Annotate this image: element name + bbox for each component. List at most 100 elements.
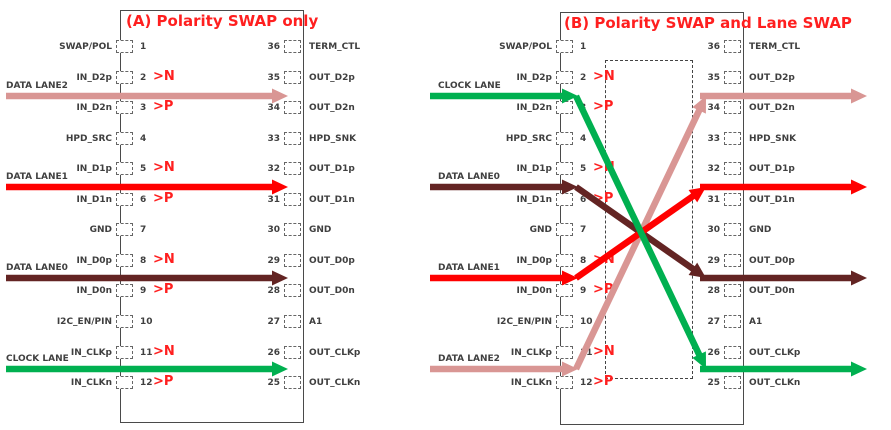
pin-label-OUT_CLKp-a: OUT_CLKp [309, 347, 361, 358]
pin-box-2-b [556, 70, 573, 84]
pin-box-26-a [284, 345, 301, 359]
pin-number-26-b: 26 [707, 347, 720, 358]
pin-number-6-a: 6 [140, 194, 147, 205]
pin-number-4-a: 4 [140, 133, 147, 144]
pin-number-12-b: 12 [580, 378, 593, 389]
pin-box-30-a [284, 223, 301, 237]
pin-box-12-a [116, 376, 133, 390]
pin-box-28-b [724, 284, 741, 298]
pin-label-TERM_CTL-b: TERM_CTL [749, 42, 801, 52]
pin-box-10-b [556, 314, 573, 328]
pin-label-OUT_D2n-a: OUT_D2n [309, 103, 355, 114]
lane-label-data-lane2-b: DATA LANE2 [438, 354, 500, 364]
lane-label-data-lane1-a: DATA LANE1 [6, 172, 68, 182]
chip-outline-a [120, 10, 304, 423]
pin-number-5-a: 5 [140, 164, 147, 175]
pin-box-29-a [284, 253, 301, 267]
pin-number-8-a: 8 [140, 255, 147, 266]
polarity-label-pin9-b: >P [593, 282, 614, 298]
polarity-label-pin6-a: >P [153, 190, 174, 206]
pin-box-5-b [556, 162, 573, 176]
polarity-label-pin8-a: >N [153, 251, 175, 267]
pin-box-27-b [724, 314, 741, 328]
pin-box-11-b [556, 345, 573, 359]
pin-number-7-a: 7 [140, 225, 147, 236]
pin-number-2-b: 2 [580, 72, 587, 83]
pin-box-33-b [724, 131, 741, 145]
pin-box-6-a [116, 192, 133, 206]
pin-box-1-a [116, 40, 133, 53]
pin-box-6-b [556, 192, 573, 206]
pin-label-IN_CLKp-a: IN_CLKp [70, 347, 112, 358]
pin-box-31-b [724, 192, 741, 206]
pin-box-9-b [556, 284, 573, 298]
pin-number-35-a: 35 [267, 72, 280, 83]
pin-label-TERM_CTL-a: TERM_CTL [309, 42, 361, 52]
pin-label-HPD_SRC-a: HPD_SRC [65, 133, 112, 144]
pin-number-27-b: 27 [707, 316, 720, 327]
pin-label-OUT_CLKp-b: OUT_CLKp [749, 347, 801, 358]
chip-outline-b [560, 12, 744, 425]
pin-label-OUT_D1p-b: OUT_D1p [749, 164, 795, 175]
pin-number-9-a: 9 [140, 286, 147, 297]
pin-number-30-b: 30 [707, 225, 720, 236]
pin-number-11-a: 11 [140, 347, 153, 358]
pin-number-12-a: 12 [140, 378, 153, 389]
pin-number-36-a: 36 [267, 42, 280, 52]
pin-label-OUT_D0p-a: OUT_D0p [309, 255, 355, 266]
pin-box-28-a [284, 284, 301, 298]
pin-number-33-a: 33 [267, 133, 280, 144]
pin-label-HPD_SNK-b: HPD_SNK [749, 133, 797, 144]
pin-label-HPD_SRC-b: HPD_SRC [505, 133, 552, 144]
pin-box-35-b [724, 70, 741, 84]
pin-label-OUT_D1n-a: OUT_D1n [309, 194, 355, 205]
pin-number-25-b: 25 [707, 378, 720, 389]
pin-number-27-a: 27 [267, 316, 280, 327]
pin-label-IN_D2p-a: IN_D2p [76, 72, 112, 83]
polarity-label-pin5-a: >N [153, 160, 175, 176]
pin-label-IN_D1n-b: IN_D1n [516, 194, 552, 205]
pin-box-30-b [724, 223, 741, 237]
pin-box-34-a [284, 101, 301, 115]
pin-box-8-b [556, 253, 573, 267]
pin-box-5-a [116, 162, 133, 176]
pin-label-GND-a: GND [309, 225, 332, 236]
pin-box-32-b [724, 162, 741, 176]
pin-label-A1-a: A1 [309, 316, 323, 327]
pin-number-33-b: 33 [707, 133, 720, 144]
pin-number-31-b: 31 [707, 194, 720, 205]
pin-number-29-b: 29 [707, 255, 720, 266]
pin-number-4-b: 4 [580, 133, 587, 144]
pin-label-IN_CLKn-b: IN_CLKn [510, 378, 552, 389]
pin-number-34-a: 34 [267, 103, 280, 114]
pin-box-27-a [284, 314, 301, 328]
pin-label-OUT_D2p-b: OUT_D2p [749, 72, 795, 83]
lane-label-clock-lane-a: CLOCK LANE [6, 354, 69, 364]
lane-label-data-lane0-a: DATA LANE0 [6, 263, 68, 273]
pin-label-IN_D1p-a: IN_D1p [76, 164, 112, 175]
pin-number-35-b: 35 [707, 72, 720, 83]
pin-label-OUT_D0n-b: OUT_D0n [749, 286, 795, 297]
pin-number-36-b: 36 [707, 42, 720, 52]
pin-label-GND-b: GND [529, 225, 552, 236]
diagram-a-title: (A) Polarity SWAP only [126, 12, 319, 30]
pin-label-OUT_D2p-a: OUT_D2p [309, 72, 355, 83]
pin-number-1-b: 1 [580, 42, 587, 52]
pin-number-29-a: 29 [267, 255, 280, 266]
pin-number-25-a: 25 [267, 378, 280, 389]
pin-number-32-b: 32 [707, 164, 720, 175]
pin-box-10-a [116, 314, 133, 328]
pin-label-IN_D2p-b: IN_D2p [516, 72, 552, 83]
pin-label-I2C_EN/PIN-b: I2C_EN/PIN [496, 316, 552, 327]
pin-box-26-b [724, 345, 741, 359]
pin-number-2-a: 2 [140, 72, 147, 83]
pin-label-OUT_CLKn-b: OUT_CLKn [749, 378, 801, 389]
pin-label-IN_D2n-a: IN_D2n [76, 103, 112, 114]
pin-box-25-b [724, 376, 741, 390]
pin-box-29-b [724, 253, 741, 267]
polarity-label-pin11-b: >N [593, 343, 615, 359]
lane-label-data-lane2-a: DATA LANE2 [6, 81, 68, 91]
pin-label-IN_D2n-b: IN_D2n [516, 103, 552, 114]
pin-box-8-a [116, 253, 133, 267]
